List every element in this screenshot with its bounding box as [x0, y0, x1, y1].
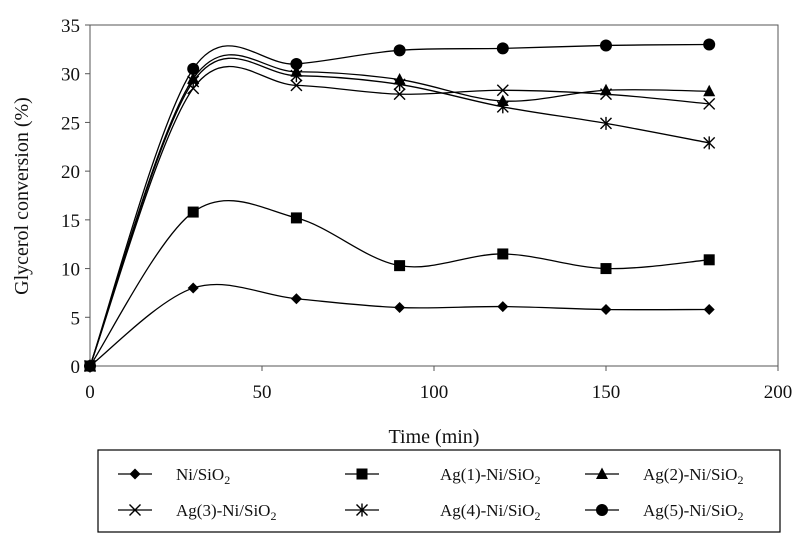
legend-item: Ag(4)-Ni/SiO2 [345, 501, 540, 523]
legend-label: Ag(4)-Ni/SiO2 [440, 501, 540, 523]
data-point-asterisk [393, 77, 406, 91]
x-tick-label: 0 [85, 382, 95, 403]
x-axis: 0 50 100 150 200 [85, 366, 792, 403]
data-point-circle [290, 57, 303, 70]
data-point-x [600, 88, 612, 101]
y-tick-label: 20 [61, 162, 80, 183]
y-axis: 0 5 10 15 20 25 30 35 [61, 16, 90, 378]
series-triangle [84, 54, 716, 371]
x-tick-label: 50 [253, 382, 272, 403]
data-point-diamond [703, 303, 715, 315]
data-point-asterisk [496, 100, 509, 114]
data-point-square [290, 212, 302, 224]
y-tick-label: 15 [61, 211, 80, 232]
data-point-circle [393, 44, 406, 57]
data-point-diamond [600, 303, 612, 315]
data-point-diamond [394, 302, 406, 314]
legend-marker [356, 503, 368, 517]
legend-marker [129, 468, 141, 480]
legend-marker [129, 504, 141, 516]
series-diamond [84, 282, 715, 372]
series-layer [84, 38, 716, 373]
series-line-circle [89, 43, 710, 367]
legend-label: Ag(2)-Ni/SiO2 [643, 465, 743, 487]
legend-item: Ag(5)-Ni/SiO2 [585, 501, 743, 523]
data-point-square [187, 206, 199, 218]
series-line-x [89, 66, 710, 367]
data-point-x [393, 88, 406, 101]
x-tick-label: 200 [764, 382, 793, 403]
data-point-asterisk [187, 75, 200, 89]
data-point-x [290, 79, 303, 92]
x-tick-label: 150 [592, 382, 621, 403]
data-point-circle [703, 38, 716, 51]
legend-item: Ag(1)-Ni/SiO2 [345, 465, 540, 487]
data-point-circle [187, 62, 200, 75]
data-point-circle [496, 42, 509, 55]
data-point-square [600, 263, 612, 275]
data-point-diamond [290, 293, 302, 305]
data-point-square [497, 248, 509, 260]
x-axis-title: Time (min) [389, 426, 480, 448]
legend-label: Ni/SiO2 [176, 465, 230, 487]
data-point-asterisk [600, 116, 612, 130]
legend-label: Ag(3)-Ni/SiO2 [176, 501, 276, 523]
data-point-asterisk [290, 69, 303, 83]
series-square [84, 200, 715, 372]
data-point-asterisk [703, 136, 716, 150]
data-point-circle [600, 39, 612, 52]
legend-label: Ag(5)-Ni/SiO2 [643, 501, 743, 523]
y-tick-label: 5 [71, 308, 81, 329]
y-tick-label: 30 [61, 65, 80, 86]
legend-item: Ag(3)-Ni/SiO2 [118, 501, 276, 523]
legend: Ni/SiO2 Ag(1)-Ni/SiO2 Ag(2)-Ni/SiO2 Ag(3)-N… [118, 465, 743, 523]
series-line-square [89, 200, 710, 367]
legend-marker [596, 467, 608, 479]
y-tick-label: 35 [61, 16, 80, 37]
data-point-circle [84, 360, 96, 372]
series-line-triangle [89, 54, 710, 367]
legend-label: Ag(1)-Ni/SiO2 [440, 465, 540, 487]
y-axis-title: Glycerol conversion (%) [11, 97, 33, 295]
legend-frame [97, 449, 781, 533]
series-line-asterisk [89, 57, 710, 367]
data-point-diamond [187, 282, 199, 294]
legend-item: Ag(2)-Ni/SiO2 [585, 465, 743, 487]
legend-marker [596, 504, 608, 516]
data-point-x [496, 84, 509, 97]
data-point-triangle [703, 84, 716, 97]
data-point-x [703, 97, 716, 110]
legend-item: Ni/SiO2 [118, 465, 230, 487]
series-x [84, 66, 716, 372]
series-line-diamond [89, 283, 710, 367]
legend-marker [356, 468, 368, 480]
data-point-square [703, 254, 715, 266]
x-tick-label: 100 [420, 382, 449, 403]
series-circle [84, 38, 716, 372]
data-point-diamond [497, 301, 509, 313]
y-tick-label: 25 [61, 113, 80, 134]
data-point-triangle [600, 83, 612, 96]
data-point-square [394, 260, 406, 272]
y-tick-label: 0 [71, 357, 81, 378]
y-tick-label: 10 [61, 260, 80, 281]
